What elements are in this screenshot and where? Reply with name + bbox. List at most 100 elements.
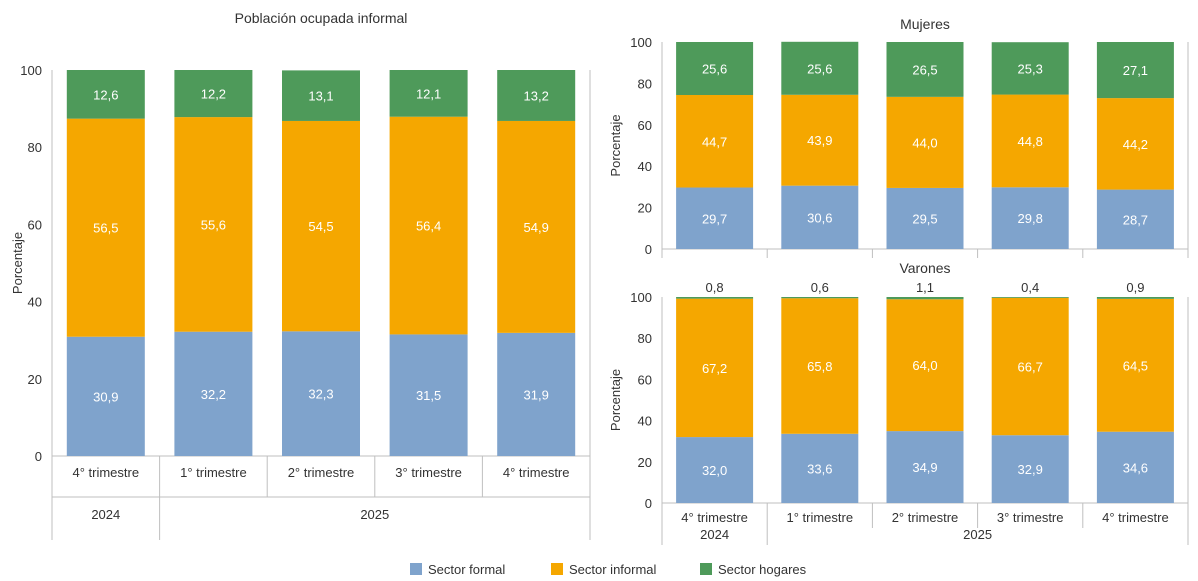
y-tick-label: 60 <box>638 372 652 387</box>
data-label-hogares: 12,2 <box>201 87 226 102</box>
data-label-hogares: 0,9 <box>1126 280 1144 295</box>
bar-formal <box>886 187 964 249</box>
bar-hogares <box>781 41 859 95</box>
bar-informal <box>886 96 964 188</box>
data-label-hogares: 0,6 <box>811 280 829 295</box>
chart-title: Mujeres <box>900 16 950 32</box>
data-label-informal: 55,6 <box>201 217 226 232</box>
bar-formal <box>886 431 964 503</box>
bar-hogares <box>497 70 576 121</box>
bar-formal <box>781 185 859 249</box>
x-tick-label: 1° trimestre <box>180 465 247 480</box>
y-tick-label: 40 <box>638 414 652 429</box>
y-tick-label: 60 <box>638 118 652 133</box>
x-tick-label: 4° trimestre <box>72 465 139 480</box>
bar-informal <box>1096 298 1174 432</box>
data-label-informal: 44,2 <box>1123 137 1148 152</box>
y-tick-label: 20 <box>638 201 652 216</box>
data-label-formal: 33,6 <box>807 461 832 476</box>
data-label-informal: 56,4 <box>416 219 441 234</box>
y-tick-label: 80 <box>638 331 652 346</box>
bar-hogares <box>991 297 1069 298</box>
x-tick-label: 4° trimestre <box>503 465 570 480</box>
legend-label-formal: Sector formal <box>428 562 505 577</box>
x-tick-label: 3° trimestre <box>395 465 462 480</box>
data-label-formal: 29,5 <box>912 211 937 226</box>
y-tick-label: 100 <box>630 35 652 50</box>
data-label-formal: 31,9 <box>524 387 549 402</box>
chart-mujeres: Mujeres Porcentaje 0 20 40 60 80 100 29,7 44,7 25,… <box>608 16 1189 258</box>
bar-informal <box>389 116 468 335</box>
x-tick-label: 1° trimestre <box>786 510 853 525</box>
bar-formal <box>1096 189 1174 249</box>
y-tick-label: 80 <box>28 140 42 155</box>
bar-formal <box>1096 431 1174 503</box>
data-label-informal: 66,7 <box>1018 360 1043 375</box>
y-axis-label: Porcentaje <box>10 232 25 294</box>
data-label-formal: 29,7 <box>702 211 727 226</box>
bar-informal <box>497 120 576 333</box>
data-label-informal: 65,8 <box>807 359 832 374</box>
legend-swatch-hogares <box>700 563 712 575</box>
legend-label-hogares: Sector hogares <box>718 562 807 577</box>
bar-formal <box>991 435 1069 503</box>
chart-title: Varones <box>899 260 950 276</box>
bar-informal <box>676 298 754 438</box>
bar-formal <box>676 187 754 249</box>
bar-hogares <box>282 70 360 121</box>
data-label-informal: 64,0 <box>912 358 937 373</box>
data-label-hogares: 0,4 <box>1021 280 1039 295</box>
y-tick-label: 0 <box>645 242 652 257</box>
bar-hogares <box>886 42 964 97</box>
data-label-hogares: 12,6 <box>93 87 118 102</box>
bar-hogares <box>389 70 468 117</box>
data-label-informal: 43,9 <box>807 133 832 148</box>
data-label-formal: 32,0 <box>702 463 727 478</box>
x-group-label: 2025 <box>963 527 992 542</box>
data-label-hogares: 13,2 <box>524 88 549 103</box>
bar-informal <box>886 299 964 432</box>
bar-informal <box>781 94 859 186</box>
bar-hogares <box>174 70 253 118</box>
data-label-hogares: 0,8 <box>706 280 724 295</box>
data-label-informal: 44,7 <box>702 134 727 149</box>
data-label-hogares: 13,1 <box>308 89 333 104</box>
bar-informal <box>66 118 145 337</box>
data-label-hogares: 12,1 <box>416 86 441 101</box>
data-label-informal: 67,2 <box>702 361 727 376</box>
bar-hogares <box>781 297 859 299</box>
data-label-informal: 54,5 <box>308 219 333 234</box>
data-label-formal: 32,2 <box>201 387 226 402</box>
legend-label-informal: Sector informal <box>569 562 657 577</box>
x-tick-label: 2° trimestre <box>288 465 355 480</box>
bar-informal <box>174 117 253 332</box>
bar-hogares <box>991 42 1069 95</box>
chart-varones: Varones Porcentaje 0 20 40 60 80 100 32,0 67,2 0,8… <box>608 260 1189 545</box>
data-label-informal: 56,5 <box>93 221 118 236</box>
y-tick-label: 0 <box>35 449 42 464</box>
y-tick-label: 100 <box>20 63 42 78</box>
bar-formal <box>282 331 360 456</box>
bar-hogares <box>676 297 754 299</box>
legend-swatch-informal <box>551 563 563 575</box>
data-label-formal: 28,7 <box>1123 212 1148 227</box>
y-tick-label: 40 <box>28 295 42 310</box>
data-label-formal: 34,9 <box>912 460 937 475</box>
data-label-informal: 64,5 <box>1123 358 1148 373</box>
bar-hogares <box>66 70 145 119</box>
bar-informal <box>781 298 859 434</box>
data-label-hogares: 25,6 <box>807 61 832 76</box>
y-tick-label: 20 <box>28 372 42 387</box>
bar-formal <box>174 331 253 456</box>
bar-formal <box>676 437 754 503</box>
chart-title: Población ocupada informal <box>235 10 408 26</box>
x-tick-label: 4° trimestre <box>681 510 748 525</box>
bar-formal <box>66 336 145 456</box>
x-group-label: 2024 <box>700 527 729 542</box>
data-label-hogares: 1,1 <box>916 280 934 295</box>
bar-informal <box>991 297 1069 436</box>
data-label-formal: 32,3 <box>308 387 333 402</box>
data-label-formal: 29,8 <box>1018 211 1043 226</box>
y-tick-label: 60 <box>28 217 42 232</box>
